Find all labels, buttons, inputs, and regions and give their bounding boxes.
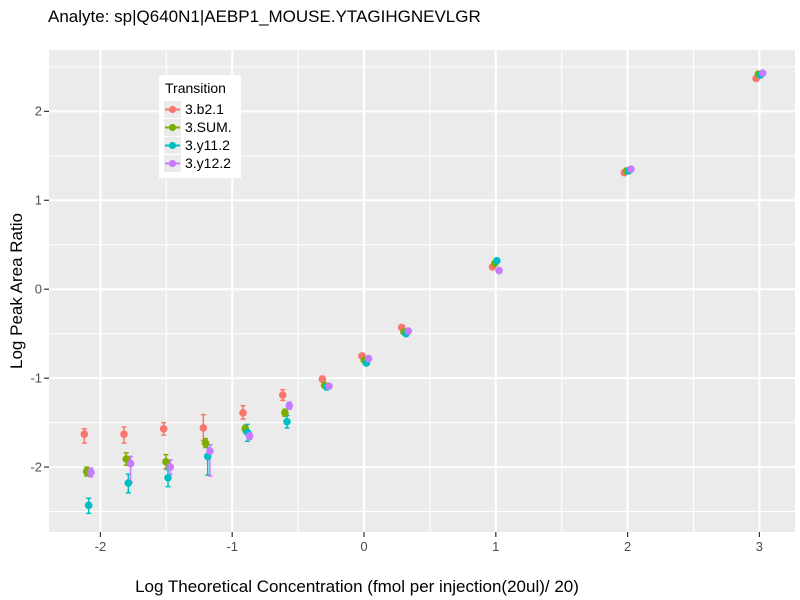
legend-item-label: 3.b2.1 — [185, 101, 224, 117]
data-point — [120, 430, 128, 438]
legend-key-pointrange-icon — [164, 154, 181, 172]
y-tick-label: -2 — [30, 459, 42, 475]
data-point — [164, 473, 172, 482]
legend-key-pointrange-icon — [164, 118, 181, 136]
legend-item: 3.y12.2 — [164, 154, 237, 172]
x-tick-label: -2 — [94, 539, 107, 554]
x-tick-label: 0 — [360, 539, 368, 554]
x-axis-label: Log Theoretical Concentration (fmol per … — [135, 577, 579, 596]
data-point — [166, 463, 175, 471]
data-point — [201, 439, 210, 447]
data-point — [283, 417, 291, 426]
data-point — [364, 354, 373, 363]
legend: Transition 3.b2.1 3.SUM. 3.y11.2 3.y12.2 — [159, 75, 241, 178]
data-point — [493, 256, 501, 265]
data-point — [199, 424, 208, 432]
data-point — [162, 457, 170, 466]
x-tick-label: 3 — [755, 539, 764, 554]
legend-key-pointrange-icon — [164, 100, 181, 118]
data-point — [239, 409, 247, 417]
legend-key-pointrange-icon — [164, 136, 181, 154]
data-point — [278, 391, 287, 399]
data-point — [281, 409, 289, 417]
x-tick-label: 2 — [623, 539, 632, 554]
x-tick-label: -1 — [226, 539, 238, 554]
legend-item-label: 3.y12.2 — [185, 155, 231, 171]
legend-item-label: 3.y11.2 — [185, 137, 230, 153]
data-point — [758, 69, 767, 77]
data-point — [285, 401, 294, 410]
legend-item: 3.y11.2 — [164, 136, 237, 154]
legend-item: 3.SUM. — [164, 118, 237, 136]
data-point — [325, 382, 333, 390]
data-point — [126, 459, 135, 468]
legend-item-label: 3.SUM. — [185, 119, 232, 135]
legend-title: Transition — [165, 80, 226, 96]
y-tick-label: -1 — [30, 370, 42, 386]
data-point — [495, 266, 503, 275]
data-point — [159, 425, 168, 433]
data-point — [80, 430, 89, 438]
y-tick-label: 2 — [34, 103, 42, 119]
legend-items: 3.b2.1 3.SUM. 3.y11.2 3.y12.2 — [164, 100, 237, 172]
data-point — [245, 432, 254, 440]
data-point — [404, 327, 413, 335]
y-tick-label: 0 — [34, 281, 42, 297]
data-point — [318, 375, 327, 383]
data-point — [84, 501, 93, 510]
chart-title: Analyte: sp|Q640N1|AEBP1_MOUSE.YTAGIHGNE… — [48, 7, 481, 26]
legend-item: 3.b2.1 — [164, 100, 237, 118]
data-point — [627, 165, 635, 173]
data-point — [206, 447, 214, 455]
y-tick-label: 1 — [34, 192, 42, 208]
x-tick-label: 1 — [492, 539, 500, 554]
data-point — [124, 479, 133, 487]
data-point — [87, 468, 95, 477]
